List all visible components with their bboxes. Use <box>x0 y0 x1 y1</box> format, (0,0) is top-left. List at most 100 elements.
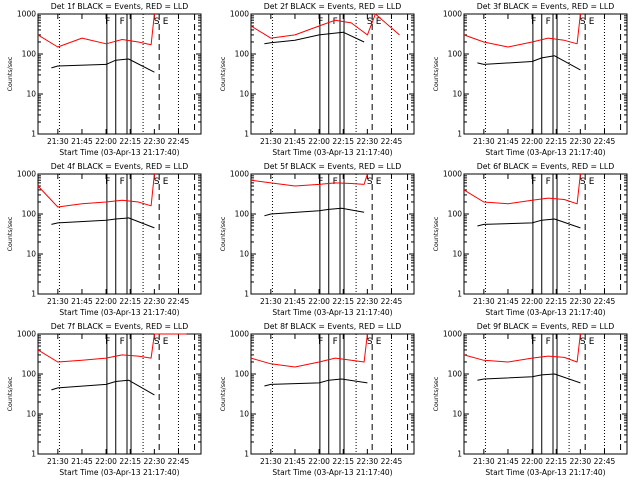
panel-8: Det 8f BLACK = Events, RED = LLD Counts/s… <box>220 322 415 477</box>
plot-frame <box>37 333 202 455</box>
interval-marker-label: E <box>163 17 169 27</box>
x-tick-label: 22:45 <box>168 297 190 306</box>
series-lld <box>37 13 155 48</box>
x-tick-label: 22:15 <box>119 137 141 146</box>
x-tick-label: 22:15 <box>119 457 141 466</box>
panel-title: Det 1f BLACK = Events, RED = LLD <box>51 2 189 11</box>
panel-title: Det 6f BLACK = Events, RED = LLD <box>477 162 615 171</box>
y-tick-label: 1000 <box>230 330 249 339</box>
y-axis-label: Counts/sec <box>220 56 227 91</box>
interval-marker-label: S <box>367 177 373 187</box>
x-tick-label: 22:00 <box>521 457 543 466</box>
panel-6: Det 6f BLACK = Events, RED = LLD Counts/s… <box>433 162 628 317</box>
x-tick-label: 22:00 <box>308 137 330 146</box>
panel-title: Det 4f BLACK = Events, RED = LLD <box>51 162 189 171</box>
interval-marker-label: F <box>105 337 110 347</box>
y-tick-label: 100 <box>448 210 463 219</box>
y-tick-label: 1000 <box>17 330 36 339</box>
plot-frame <box>463 333 628 455</box>
series-events <box>51 217 155 229</box>
x-axis-label: Start Time (03-Apr-13 21:17:40) <box>59 308 179 317</box>
panel-1: Det 1f BLACK = Events, RED = LLD Counts/s… <box>7 2 202 157</box>
panel-7: Det 7f BLACK = Events, RED = LLD Counts/s… <box>7 322 202 477</box>
y-tick-label: 1 <box>244 130 249 139</box>
y-tick-label: 10 <box>26 250 36 259</box>
interval-marker-label: F <box>546 337 551 347</box>
x-tick-label: 22:45 <box>168 137 190 146</box>
y-tick-label: 10 <box>239 90 249 99</box>
series-events <box>264 207 365 217</box>
series-lld <box>37 173 155 208</box>
x-tick-label: 22:00 <box>95 297 117 306</box>
y-tick-label: 1000 <box>443 10 462 19</box>
x-tick-label: 22:45 <box>594 457 616 466</box>
series-lld <box>37 333 187 363</box>
interval-marker-label: F <box>105 17 110 27</box>
interval-marker-label: E <box>376 177 382 187</box>
panel-title: Det 2f BLACK = Events, RED = LLD <box>264 2 402 11</box>
x-tick-label: 22:00 <box>95 457 117 466</box>
x-tick-label: 22:45 <box>594 297 616 306</box>
plot-frame <box>250 173 415 295</box>
panel-title: Det 3f BLACK = Events, RED = LLD <box>477 2 615 11</box>
plot-frame <box>463 173 628 295</box>
x-tick-label: 21:45 <box>284 297 306 306</box>
plot-frame <box>250 13 415 135</box>
y-axis-label: Counts/sec <box>220 376 227 411</box>
x-tick-label: 22:30 <box>357 297 379 306</box>
interval-marker-label: S <box>367 17 373 27</box>
interval-marker-label: E <box>589 17 595 27</box>
series-events <box>477 373 581 384</box>
interval-marker-label: S <box>580 337 586 347</box>
interval-marker-label: S <box>154 17 160 27</box>
x-tick-label: 22:45 <box>168 457 190 466</box>
x-tick-label: 22:15 <box>545 457 567 466</box>
y-tick-label: 100 <box>448 50 463 59</box>
series-lld <box>463 333 581 363</box>
y-tick-label: 1 <box>244 450 249 459</box>
y-tick-label: 1000 <box>230 10 249 19</box>
x-tick-label: 21:45 <box>497 297 519 306</box>
panel-9: Det 9f BLACK = Events, RED = LLD Counts/s… <box>433 322 628 477</box>
interval-marker-label: E <box>163 337 169 347</box>
x-tick-label: 22:00 <box>308 297 330 306</box>
y-tick-label: 100 <box>448 370 463 379</box>
x-axis-label: Start Time (03-Apr-13 21:17:40) <box>485 148 605 157</box>
series-events <box>264 31 365 45</box>
interval-marker-label: F <box>333 17 338 27</box>
x-tick-label: 21:45 <box>497 137 519 146</box>
x-tick-label: 22:45 <box>381 457 403 466</box>
interval-marker-label: E <box>163 177 169 187</box>
y-tick-label: 100 <box>235 50 250 59</box>
interval-marker-label: F <box>318 337 323 347</box>
plot-frame <box>250 333 415 455</box>
panel-title: Det 5f BLACK = Events, RED = LLD <box>264 162 402 171</box>
x-tick-label: 22:30 <box>144 137 166 146</box>
x-axis-label: Start Time (03-Apr-13 21:17:40) <box>272 148 392 157</box>
x-tick-label: 21:30 <box>47 297 69 306</box>
interval-marker-label: S <box>580 177 586 187</box>
x-tick-label: 21:30 <box>473 297 495 306</box>
interval-marker-label: S <box>154 177 160 187</box>
plot-frame <box>37 173 202 295</box>
x-tick-label: 22:00 <box>521 137 543 146</box>
x-tick-label: 22:45 <box>594 137 616 146</box>
series-lld <box>250 333 368 368</box>
x-tick-label: 22:00 <box>308 457 330 466</box>
interval-marker-label: S <box>580 17 586 27</box>
y-tick-label: 100 <box>235 210 250 219</box>
y-tick-label: 1000 <box>17 10 36 19</box>
x-tick-label: 21:45 <box>284 457 306 466</box>
series-lld <box>250 13 400 39</box>
series-events <box>264 378 368 387</box>
y-axis-label: Counts/sec <box>7 56 14 91</box>
y-tick-label: 1 <box>457 450 462 459</box>
x-tick-label: 21:45 <box>497 457 519 466</box>
x-tick-label: 22:30 <box>144 457 166 466</box>
panel-title: Det 9f BLACK = Events, RED = LLD <box>477 322 615 331</box>
interval-marker-label: F <box>120 17 125 27</box>
x-tick-label: 21:30 <box>47 137 69 146</box>
interval-marker-label: F <box>318 177 323 187</box>
y-axis-label: Counts/sec <box>433 56 440 91</box>
interval-marker-label: F <box>120 177 125 187</box>
